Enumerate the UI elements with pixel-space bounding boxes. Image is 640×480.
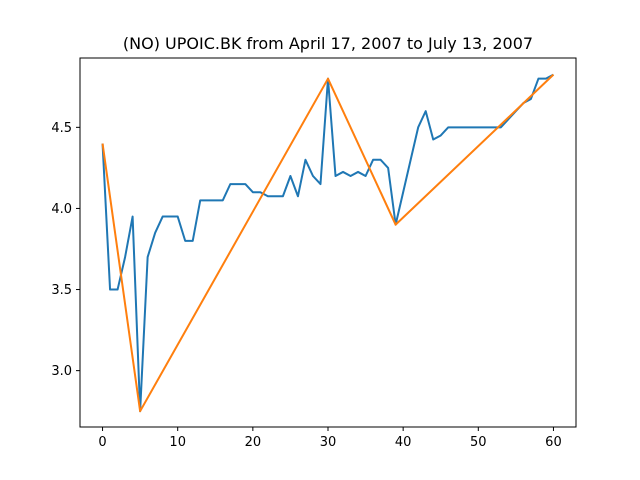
x-tick-label: 50 xyxy=(470,435,487,450)
x-tick-label: 30 xyxy=(320,435,337,450)
chart-title: (NO) UPOIC.BK from April 17, 2007 to Jul… xyxy=(123,34,533,53)
x-tick-label: 40 xyxy=(395,435,412,450)
plot-area xyxy=(101,73,555,413)
y-axis: 3.0 3.5 4.0 4.5 xyxy=(51,121,80,379)
x-tick-label: 20 xyxy=(245,435,262,450)
y-tick-label: 4.0 xyxy=(51,202,72,217)
x-tick-label: 10 xyxy=(169,435,186,450)
x-tick-label: 60 xyxy=(545,435,562,450)
y-tick-label: 3.0 xyxy=(51,364,72,379)
series-line-2 xyxy=(101,73,555,413)
x-axis: 0 10 20 30 40 50 60 xyxy=(98,427,562,450)
y-tick-label: 3.5 xyxy=(51,283,72,298)
x-tick-label: 0 xyxy=(98,435,106,450)
y-tick-label: 4.5 xyxy=(51,121,72,136)
